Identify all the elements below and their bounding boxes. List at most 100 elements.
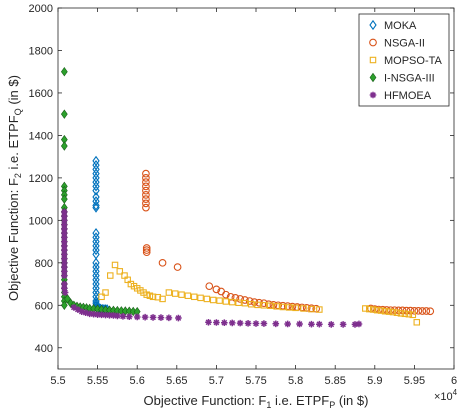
nsga-ii-point bbox=[142, 191, 150, 199]
mopso-ta-point bbox=[273, 303, 280, 310]
hfmoea-point bbox=[61, 251, 68, 258]
mopso-ta-point bbox=[102, 289, 109, 296]
legend-label-hfmoea: HFMOEA bbox=[384, 90, 432, 102]
mopso-ta-point bbox=[279, 303, 287, 311]
hfmoea-point bbox=[102, 311, 109, 319]
hfmoea-point bbox=[61, 217, 68, 224]
moka-point bbox=[92, 181, 100, 192]
hfmoea-point bbox=[339, 321, 347, 328]
x-tick-label: 5.85 bbox=[324, 375, 345, 387]
hfmoea-point bbox=[175, 314, 182, 322]
hfmoea-point bbox=[61, 255, 68, 262]
x-exponent-base: ×10 bbox=[434, 391, 453, 403]
i-nsga-iii-point bbox=[60, 300, 68, 311]
y-tick-label: 800 bbox=[35, 258, 53, 270]
hfmoea-point bbox=[61, 212, 68, 220]
nsga-ii-point bbox=[142, 182, 150, 191]
hfmoea-point bbox=[133, 313, 141, 321]
hfmoea-point bbox=[82, 309, 90, 317]
x-axis-title-sub1: 1 bbox=[266, 400, 271, 410]
y-tick-label: 600 bbox=[35, 300, 53, 312]
moka-point bbox=[92, 244, 100, 256]
mopso-ta-point bbox=[154, 293, 162, 301]
nsga-ii-point bbox=[226, 292, 235, 301]
hfmoea-point bbox=[61, 221, 68, 228]
data-marks bbox=[60, 66, 435, 328]
mopso-ta-point bbox=[401, 310, 409, 318]
mopso-ta-point bbox=[377, 307, 385, 314]
mopso-ta-point bbox=[397, 310, 405, 317]
mopso-ta-point bbox=[241, 299, 249, 307]
hfmoea-point bbox=[284, 320, 291, 328]
mopso-ta-point bbox=[369, 306, 377, 313]
hfmoea-point bbox=[351, 321, 359, 328]
mopso-ta-point bbox=[178, 291, 185, 298]
hfmoea-point bbox=[355, 320, 363, 328]
mopso-ta-point bbox=[308, 305, 315, 313]
hfmoea-point bbox=[149, 314, 157, 321]
mopso-ta-point bbox=[235, 299, 242, 306]
moka-point bbox=[92, 185, 100, 196]
nsga-ii-point bbox=[142, 174, 150, 182]
legend-label-i-nsga-iii: I-NSGA-III bbox=[384, 73, 435, 85]
mopso-ta-point bbox=[159, 295, 166, 303]
y-tick-label: 2000 bbox=[29, 3, 53, 15]
mopso-ta-legend-marker bbox=[369, 56, 377, 64]
y-tick-label: 1400 bbox=[29, 130, 53, 142]
nsga-ii-point bbox=[142, 169, 150, 178]
i-nsga-iii-point bbox=[60, 66, 68, 77]
mopso-ta-point bbox=[203, 295, 211, 303]
y-axis-title-sub2: Q bbox=[13, 108, 23, 115]
hfmoea-point bbox=[141, 313, 149, 321]
nsga-ii-point bbox=[142, 248, 151, 257]
hfmoea-point bbox=[213, 319, 220, 326]
mopso-ta-point bbox=[405, 310, 413, 318]
i-nsga-iii-legend-marker bbox=[369, 72, 377, 83]
hfmoea-point bbox=[221, 319, 228, 327]
legend-label-mopso-ta: MOPSO-TA bbox=[384, 55, 443, 67]
y-tick-label: 1200 bbox=[29, 173, 53, 185]
mopso-ta-point bbox=[247, 300, 255, 308]
x-tick-label: 5.9 bbox=[367, 375, 382, 387]
hfmoea-point bbox=[78, 308, 86, 315]
nsga-ii-point bbox=[142, 246, 151, 254]
axis-ticks bbox=[57, 7, 455, 369]
x-axis-title-main: Objective Function: F bbox=[144, 393, 267, 408]
mopso-ta-point bbox=[409, 311, 417, 319]
mopso-ta-point bbox=[216, 297, 223, 304]
x-axis-title-mid: i.e. ETPF bbox=[271, 393, 329, 408]
y-axis-title-sub1: 2 bbox=[13, 173, 23, 178]
mopso-ta-point bbox=[228, 298, 236, 306]
hfmoea-point bbox=[86, 310, 93, 318]
hfmoea-point bbox=[205, 318, 212, 326]
mopso-ta-point bbox=[267, 302, 274, 309]
nsga-ii-point bbox=[173, 263, 182, 271]
mopso-ta-point bbox=[300, 305, 307, 312]
mopso-ta-point bbox=[209, 296, 217, 304]
legend-box bbox=[358, 13, 450, 107]
hfmoea-legend-marker bbox=[369, 91, 377, 99]
y-axis-title: Objective Function: F2 i.e. ETPFQ (in $) bbox=[6, 75, 23, 301]
nsga-ii-point bbox=[222, 290, 230, 299]
y-tick-label: 1000 bbox=[29, 215, 53, 227]
hfmoea-point bbox=[61, 272, 68, 279]
hfmoea-point bbox=[61, 289, 69, 296]
y-tick-label: 1800 bbox=[29, 45, 53, 57]
y-tick-label: 1600 bbox=[29, 88, 53, 100]
y-axis-title-tail: (in $) bbox=[6, 75, 21, 108]
hfmoea-point bbox=[327, 321, 335, 328]
nsga-ii-point bbox=[142, 195, 150, 203]
mopso-ta-point bbox=[98, 293, 105, 301]
nsga-ii-point bbox=[212, 285, 221, 294]
hfmoea-point bbox=[165, 314, 173, 322]
mopso-ta-point bbox=[260, 302, 268, 309]
hfmoea-point bbox=[61, 208, 68, 216]
nsga-ii-point bbox=[414, 306, 423, 315]
hfmoea-point bbox=[114, 312, 121, 320]
mopso-ta-point bbox=[373, 306, 381, 314]
nsga-ii-point bbox=[142, 199, 150, 208]
hfmoea-point bbox=[260, 320, 268, 327]
hfmoea-point bbox=[157, 314, 165, 321]
hfmoea-point bbox=[110, 312, 117, 319]
hfmoea-point bbox=[61, 225, 68, 233]
